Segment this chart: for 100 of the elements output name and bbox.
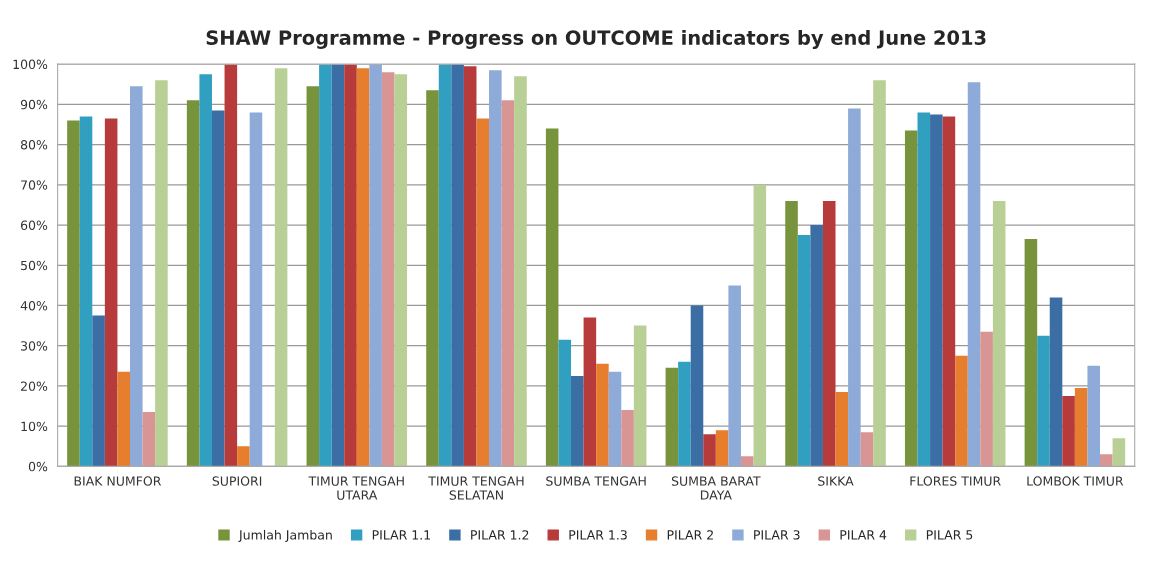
- bar: [621, 410, 634, 467]
- bar: [463, 66, 477, 467]
- bar: [199, 74, 212, 467]
- bar: [1087, 365, 1101, 467]
- bar: [955, 355, 968, 467]
- bar: [356, 68, 370, 467]
- bar: [740, 456, 754, 467]
- bar: [306, 86, 320, 467]
- y-tick-label: 70%: [21, 180, 48, 190]
- bar: [79, 116, 93, 467]
- y-tick-label: 90%: [20, 99, 48, 110]
- bar: [917, 112, 931, 467]
- bar: [1049, 297, 1063, 467]
- legend-label: PILAR 1.1: [372, 530, 431, 540]
- y-tick-label: 20%: [21, 381, 48, 391]
- bar: [249, 112, 263, 467]
- y-tick-label: 80%: [20, 140, 48, 150]
- bar: [1112, 438, 1126, 467]
- x-tick-label: BIAK NUMFOR: [74, 476, 162, 486]
- bar: [810, 225, 823, 467]
- bar: [967, 82, 981, 467]
- x-tick-label: LOMBOK TIMUR: [1027, 476, 1124, 486]
- bar: [545, 128, 559, 467]
- bar: [369, 64, 382, 467]
- bar: [514, 76, 527, 467]
- x-tick-label: TIMUR TENGAH SELATAN: [428, 476, 524, 500]
- bar: [142, 412, 156, 467]
- bar: [835, 391, 849, 467]
- bar: [1024, 239, 1038, 467]
- bar: [1100, 454, 1113, 467]
- bar: [476, 118, 490, 467]
- x-tick-label: TIMUR TENGAH UTARA: [308, 476, 404, 500]
- y-tick-label: 100%: [13, 59, 48, 70]
- bar: [753, 184, 767, 467]
- bar: [224, 64, 238, 467]
- bar: [822, 200, 836, 467]
- bar: [394, 74, 408, 467]
- bar: [904, 130, 918, 467]
- bar: [930, 114, 943, 467]
- bar: [678, 361, 691, 467]
- legend-label: PILAR 5: [926, 530, 973, 540]
- bar: [992, 200, 1006, 467]
- legend-label: PILAR 3: [754, 530, 800, 540]
- bar: [633, 325, 647, 467]
- x-tick-label: FLORES TIMUR: [910, 476, 1001, 486]
- x-tick-label: SIKKA: [818, 476, 854, 486]
- bar: [237, 446, 250, 467]
- y-tick-label: 60%: [20, 220, 48, 230]
- bar: [211, 110, 225, 467]
- bar: [715, 430, 729, 467]
- bar: [728, 285, 741, 467]
- x-tick-label: SUMBA TENGAH: [546, 476, 646, 486]
- bar: [67, 120, 80, 467]
- bar: [130, 86, 143, 467]
- bar: [596, 363, 609, 467]
- legend-label: Jumlah Jamban: [238, 529, 332, 542]
- legend-label: PILAR 2: [667, 530, 713, 540]
- bar: [117, 371, 131, 467]
- bar: [104, 118, 118, 467]
- bar: [92, 315, 105, 467]
- bar: [797, 235, 811, 467]
- bar: [942, 116, 956, 467]
- bar: [451, 64, 464, 467]
- bar: [785, 200, 798, 467]
- bar: [558, 339, 572, 467]
- bar: [344, 64, 357, 467]
- bar: [1037, 335, 1050, 467]
- bar: [1062, 396, 1075, 467]
- y-tick-label: 40%: [20, 300, 48, 311]
- x-tick-label: SUPIORI: [212, 476, 262, 486]
- x-tick-label: SUMBA BARAT DAYA: [671, 476, 761, 500]
- bar: [186, 100, 200, 467]
- bar: [873, 80, 886, 467]
- bar: [501, 100, 515, 467]
- bar: [665, 367, 679, 467]
- legend-label: PILAR 1.2: [471, 530, 529, 540]
- bar: [489, 70, 502, 467]
- legend-label: PILAR 1.3: [569, 530, 627, 540]
- bar: [571, 375, 584, 467]
- bar: [848, 108, 861, 467]
- bar: [703, 434, 716, 467]
- y-tick-label: 50%: [21, 260, 48, 271]
- bar: [1074, 387, 1088, 467]
- bar: [980, 331, 993, 467]
- bar: [155, 80, 168, 467]
- bar: [608, 371, 622, 467]
- bar: [381, 72, 395, 467]
- bar: [690, 305, 704, 467]
- chart-title: SHAW Programme - Progress on OUTCOME indicators by end June 2013: [206, 29, 986, 49]
- bar: [319, 64, 332, 467]
- y-tick-label: 0%: [28, 461, 48, 472]
- bar: [426, 90, 439, 467]
- bar: [274, 68, 288, 467]
- bar: [583, 317, 597, 467]
- bar: [438, 64, 452, 467]
- legend-label: PILAR 4: [840, 530, 887, 540]
- y-tick-label: 10%: [21, 421, 48, 432]
- bar: [331, 64, 345, 467]
- y-tick-label: 30%: [21, 341, 48, 351]
- bar: [860, 432, 874, 467]
